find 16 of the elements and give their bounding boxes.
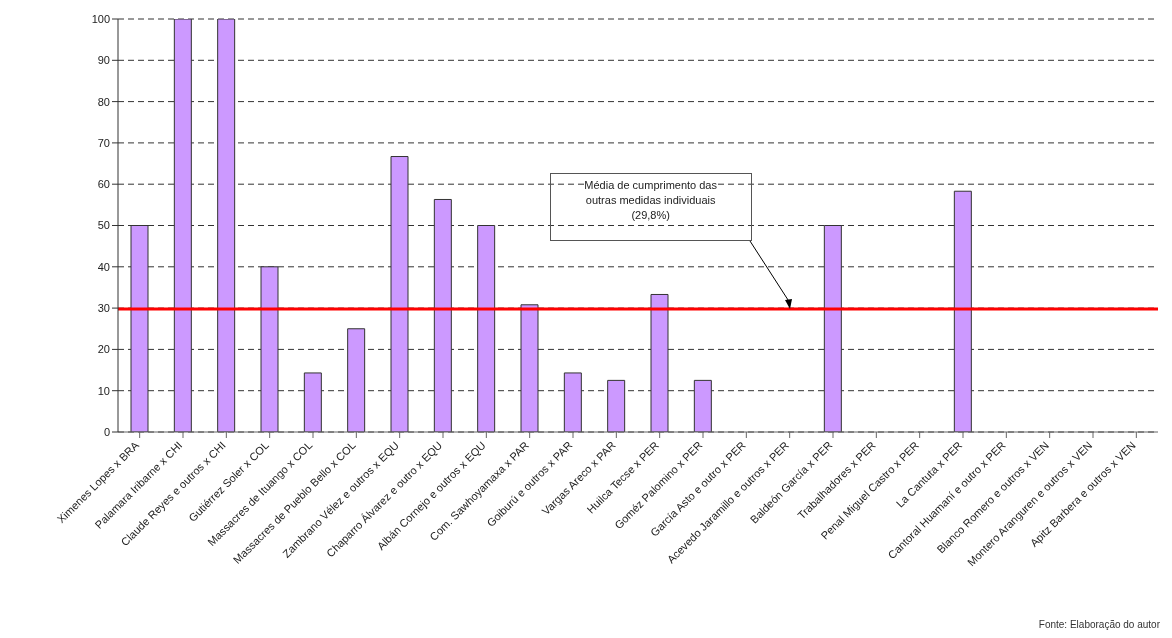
bar [347, 328, 366, 432]
y-tick-label: 50 [97, 219, 110, 232]
annotation: Média de cumprimento das outras medidas individuais (29,8%) [584, 178, 717, 221]
bar [477, 225, 496, 432]
y-tick-label: 20 [97, 343, 110, 356]
y-tick-label: 100 [91, 12, 110, 25]
source-note: Fonte: Elaboração do autor [1038, 619, 1160, 630]
y-tick-label: 10 [97, 384, 110, 397]
y-tick-label: 40 [97, 260, 110, 273]
bar [607, 379, 626, 432]
y-tick-label: 70 [97, 136, 110, 149]
y-tick-label: 30 [97, 302, 110, 315]
y-tick-label: 60 [97, 178, 110, 191]
y-tick-label: 80 [97, 95, 110, 108]
y-tick-label: 0 [103, 425, 110, 438]
y-tick-label: 90 [97, 54, 110, 67]
